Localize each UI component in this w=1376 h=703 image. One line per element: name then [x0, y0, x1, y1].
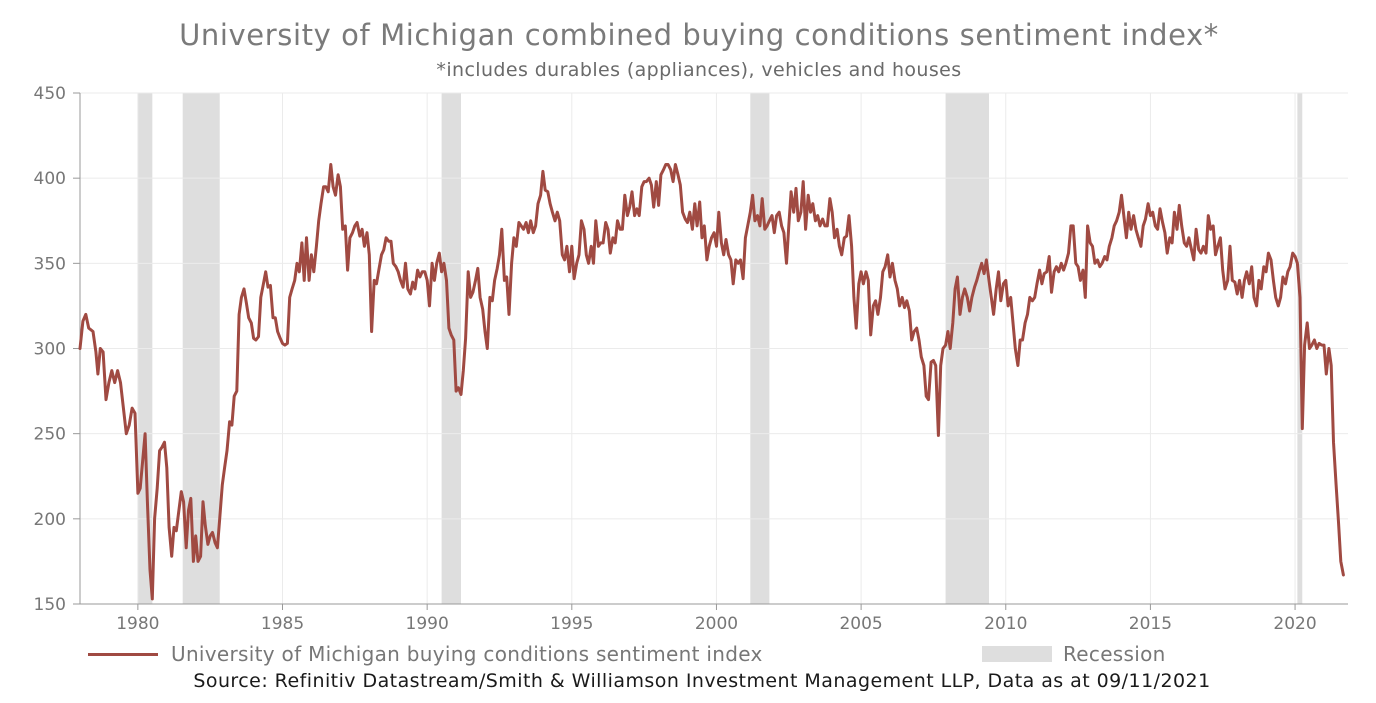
y-tick-label-2: 250 — [34, 425, 66, 445]
x-tick-label-5: 2005 — [839, 614, 882, 634]
x-tick-label-4: 2000 — [695, 614, 738, 634]
series-line-0 — [78, 163, 1345, 601]
y-tick-label-3: 300 — [34, 340, 66, 360]
x-tick-label-3: 1995 — [550, 614, 593, 634]
x-tick-label-8: 2020 — [1273, 614, 1316, 634]
x-tick-label-2: 1990 — [406, 614, 449, 634]
source-note: Source: Refinitiv Datastream/Smith & Wil… — [193, 670, 1211, 692]
legend-item-sentiment-index: University of Michigan buying conditions… — [88, 641, 763, 667]
y-tick-label-1: 200 — [34, 510, 66, 530]
chart-subtitle: *includes durables (appliances), vehicle… — [436, 59, 962, 81]
legend-label-recession: Recession — [1063, 642, 1166, 666]
y-tick-label-4: 350 — [34, 254, 66, 274]
legend-line-swatch — [88, 652, 158, 656]
legend-item-recession: Recession — [982, 641, 1166, 667]
y-tick-label-6: 450 — [34, 84, 66, 104]
legend-recession-swatch — [982, 646, 1052, 662]
x-tick-label-6: 2010 — [984, 614, 1027, 634]
y-tick-label-0: 150 — [34, 595, 66, 615]
legend-label-sentiment-index: University of Michigan buying conditions… — [171, 642, 763, 666]
x-tick-label-0: 1980 — [116, 614, 159, 634]
x-tick-label-7: 2015 — [1129, 614, 1172, 634]
chart-title: University of Michigan combined buying c… — [179, 18, 1219, 52]
x-tick-label-1: 1985 — [261, 614, 304, 634]
y-tick-label-5: 400 — [34, 169, 66, 189]
